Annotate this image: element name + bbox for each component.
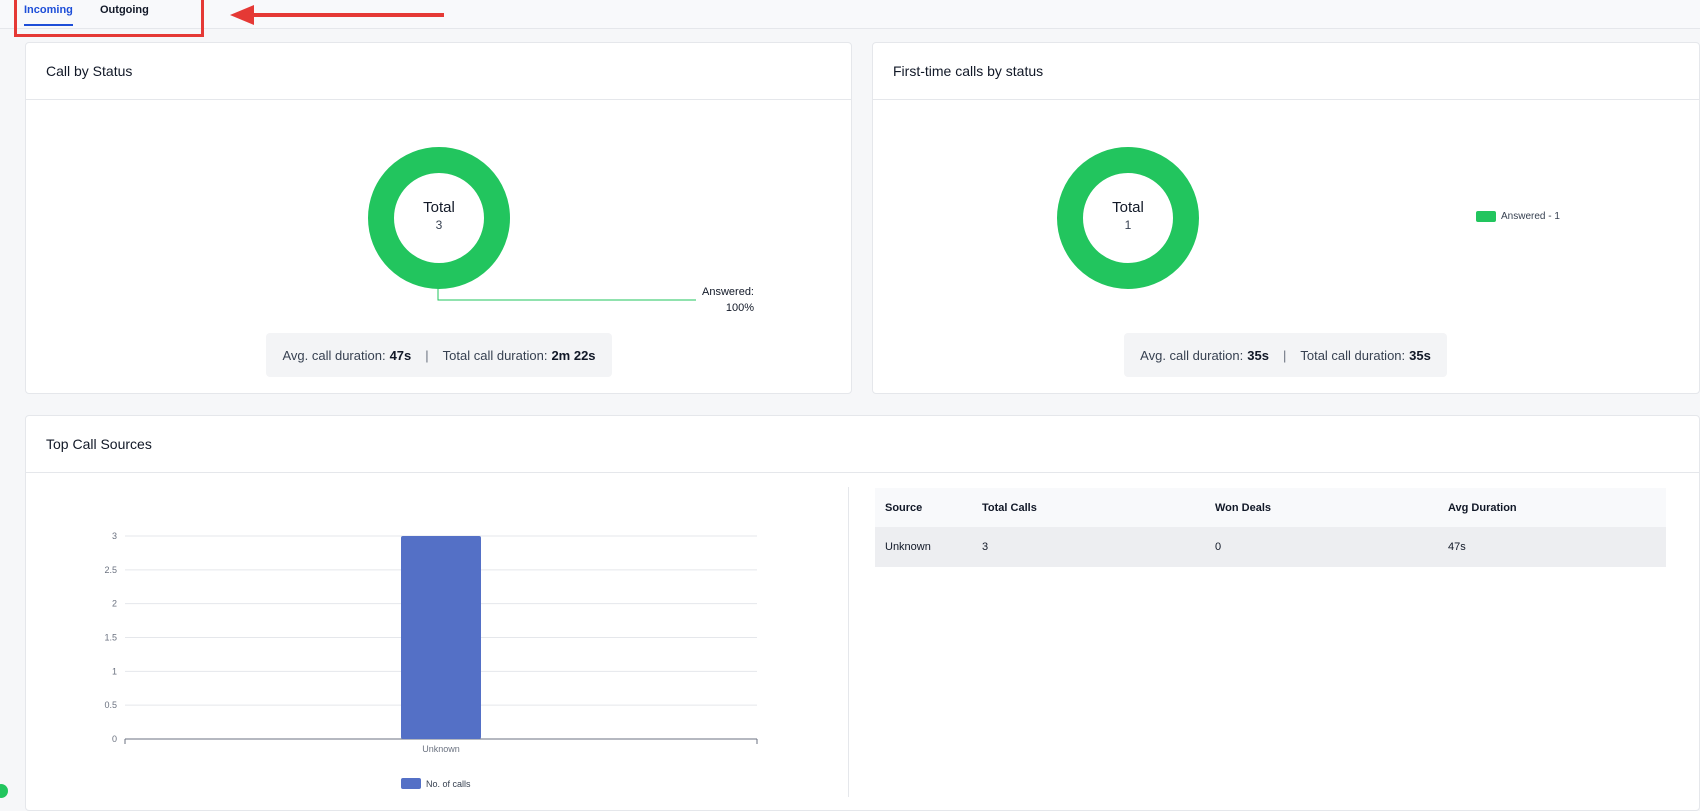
cell-avg-duration: 47s bbox=[1438, 527, 1666, 567]
top-call-sources-card: Top Call Sources bbox=[25, 415, 1700, 811]
annotation-highlight-box bbox=[14, 0, 204, 37]
col-total-calls[interactable]: Total Calls bbox=[972, 488, 1205, 527]
separator: | bbox=[1282, 347, 1287, 363]
avg-duration-label: Avg. call duration: bbox=[282, 347, 386, 363]
total-duration-label: Total call duration: bbox=[1300, 347, 1406, 363]
answered-label-text: Answered: bbox=[702, 286, 754, 298]
col-source[interactable]: Source bbox=[875, 488, 972, 527]
avg-duration-value: 47s bbox=[389, 347, 412, 363]
legend-label: Answered - 1 bbox=[1501, 211, 1560, 222]
col-avg-duration[interactable]: Avg Duration bbox=[1438, 488, 1666, 527]
answered-percent: 100% bbox=[725, 302, 754, 314]
legend-label: No. of calls bbox=[426, 779, 471, 789]
first-time-donut bbox=[1057, 147, 1199, 289]
avg-duration-label: Avg. call duration: bbox=[1140, 347, 1244, 363]
cell-won-deals: 0 bbox=[1205, 527, 1438, 567]
legend-answered[interactable]: Answered - 1 bbox=[1476, 211, 1560, 222]
total-duration-value: 35s bbox=[1409, 347, 1431, 363]
col-won-deals[interactable]: Won Deals bbox=[1205, 488, 1438, 527]
section-divider bbox=[848, 487, 849, 797]
call-status-donut bbox=[368, 147, 510, 289]
y-tick-label: 0.5 bbox=[104, 700, 117, 710]
cell-source: Unknown bbox=[875, 527, 972, 567]
donut-total-value: 3 bbox=[435, 218, 443, 232]
table-row[interactable]: Unknown 3 0 47s bbox=[875, 527, 1666, 567]
total-duration-label: Total call duration: bbox=[442, 347, 548, 363]
donut-total-value: 1 bbox=[1124, 218, 1132, 232]
y-tick-label: 2 bbox=[112, 599, 117, 609]
call-duration-summary: Avg. call duration: 47s | Total call dur… bbox=[266, 333, 612, 377]
answered-label: Answered: 100% bbox=[660, 284, 754, 316]
donut-total-label: Total bbox=[1112, 199, 1144, 216]
y-tick-label: 0 bbox=[112, 734, 117, 744]
card-title: Top Call Sources bbox=[26, 416, 1699, 473]
separator: | bbox=[425, 347, 429, 363]
answered-leader-line bbox=[437, 288, 696, 301]
call-duration-summary: Avg. call duration: 35s | Total call dur… bbox=[1124, 333, 1447, 377]
status-dot[interactable] bbox=[0, 784, 8, 798]
call-sources-bar-chart: 0 0.5 1 1.5 2 2.5 3 Unknown No. of calls bbox=[104, 531, 758, 789]
legend-swatch bbox=[1476, 211, 1496, 222]
bar-unknown bbox=[401, 536, 481, 739]
avg-duration-value: 35s bbox=[1247, 347, 1269, 363]
tab-outgoing[interactable]: Outgoing bbox=[100, 4, 149, 16]
y-tick-label: 2.5 bbox=[104, 565, 117, 575]
y-tick-label: 1 bbox=[112, 666, 117, 676]
annotation-arrow-icon bbox=[230, 5, 444, 25]
legend-swatch bbox=[401, 778, 421, 789]
table-header-row: Source Total Calls Won Deals Avg Duratio… bbox=[875, 488, 1666, 527]
total-duration-value: 2m 22s bbox=[551, 347, 596, 363]
x-tick-label: Unknown bbox=[422, 744, 460, 754]
donut-total-label: Total bbox=[423, 199, 455, 216]
donut-center: Total 3 bbox=[389, 199, 489, 232]
tab-incoming[interactable]: Incoming bbox=[24, 0, 73, 26]
card-title: First-time calls by status bbox=[873, 43, 1699, 100]
cell-total-calls: 3 bbox=[972, 527, 1205, 567]
call-sources-table: Source Total Calls Won Deals Avg Duratio… bbox=[875, 488, 1666, 567]
donut-center: Total 1 bbox=[1078, 199, 1178, 232]
card-title: Call by Status bbox=[26, 43, 851, 100]
y-tick-label: 1.5 bbox=[104, 633, 117, 643]
y-tick-label: 3 bbox=[112, 531, 117, 541]
